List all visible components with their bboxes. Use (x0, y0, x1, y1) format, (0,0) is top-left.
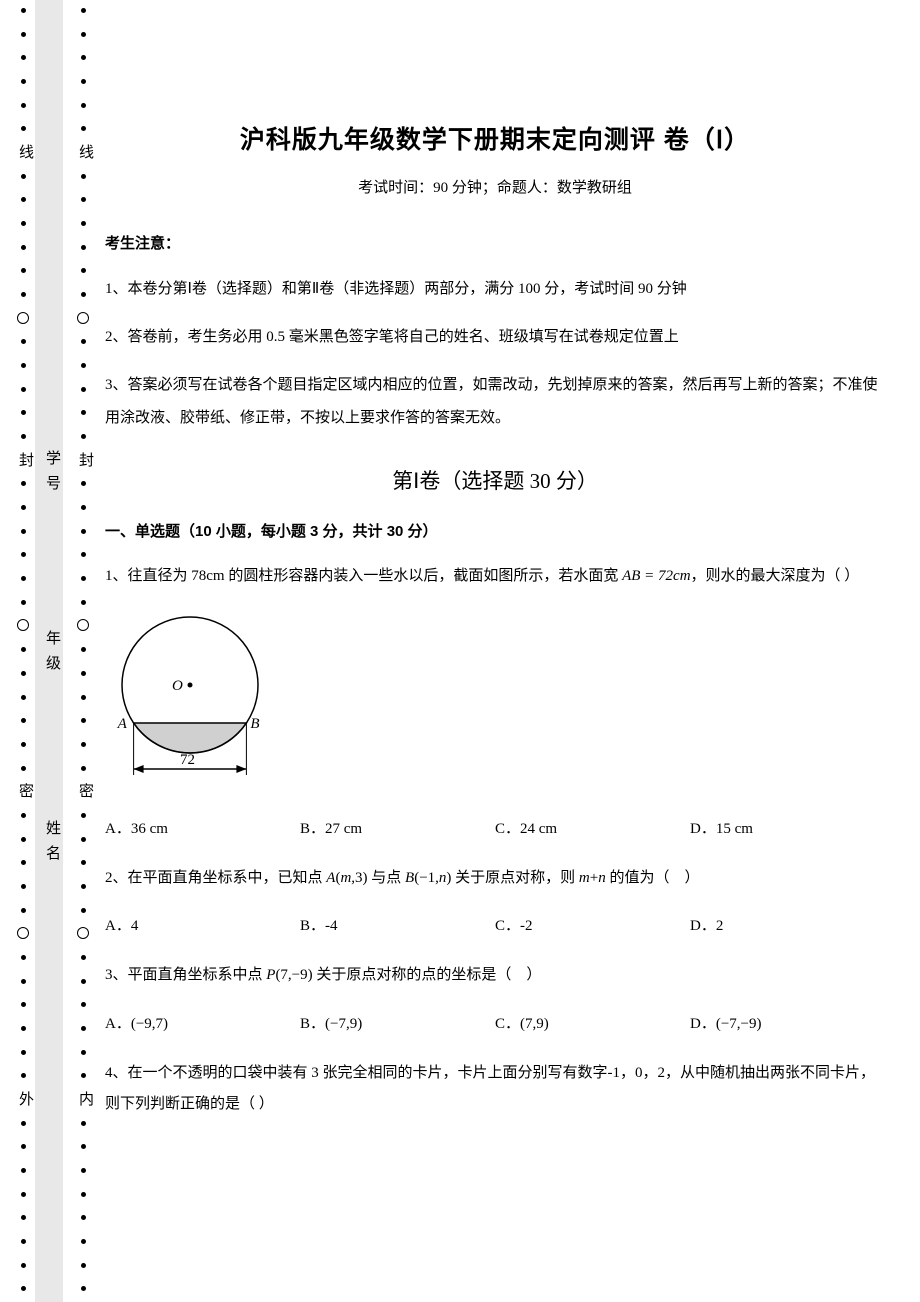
q2-option-b: B．-4 (300, 914, 495, 935)
q2-option-d: D．2 (690, 914, 885, 935)
q1-options: A．36 cm B．27 cm C．24 cm D．15 cm (105, 817, 885, 838)
q2-text: 2、在平面直角坐标系中，已知点 A(m,3) 与点 B(−1,n) 关于原点对称… (105, 870, 700, 886)
section-1-title: 第Ⅰ卷（选择题 30 分） (105, 465, 885, 495)
q2-options: A．4 B．-4 C．-2 D．2 (105, 914, 885, 935)
svg-text:72: 72 (180, 752, 195, 768)
q3-option-c: C．(7,9) (495, 1012, 690, 1033)
question-2: 2、在平面直角坐标系中，已知点 A(m,3) 与点 B(−1,n) 关于原点对称… (105, 863, 885, 895)
q3-option-a: A．(−9,7) (105, 1012, 300, 1033)
question-3: 3、平面直角坐标系中点 P(7,−9) 关于原点对称的点的坐标是（ ） (105, 960, 885, 992)
exam-title: 沪科版九年级数学下册期末定向测评 卷（Ⅰ） (105, 120, 885, 156)
dotted-border-inner (78, 0, 88, 1302)
q1-option-d: D．15 cm (690, 817, 885, 838)
q2-option-a: A．4 (105, 914, 300, 935)
svg-text:A: A (117, 716, 128, 732)
notice-item-3: 3、答案必须写在试卷各个题目指定区域内相应的位置，如需改动，先划掉原来的答案，然… (105, 369, 885, 435)
question-1: 1、往直径为 78cm 的圆柱形容器内装入一些水以后，截面如图所示，若水面宽 A… (105, 561, 885, 593)
svg-text:B: B (250, 716, 259, 732)
content-area: 沪科版九年级数学下册期末定向测评 卷（Ⅰ） 考试时间：90 分钟；命题人：数学教… (105, 120, 885, 1141)
subsection-heading: 一、单选题（10 小题，每小题 3 分，共计 30 分） (105, 520, 885, 541)
binding-strip (35, 0, 63, 1302)
q3-text: 3、平面直角坐标系中点 P(7,−9) 关于原点对称的点的坐标是（ ） (105, 967, 541, 983)
q1-option-c: C．24 cm (495, 817, 690, 838)
q3-option-d: D．(−7,−9) (690, 1012, 885, 1033)
q1-option-a: A．36 cm (105, 817, 300, 838)
dotted-border-outer (18, 0, 28, 1302)
q3-options: A．(−9,7) B．(−7,9) C．(7,9) D．(−7,−9) (105, 1012, 885, 1033)
q1-ab-expr: AB = 72cm (622, 568, 690, 584)
q1-text-post: ，则水的最大深度为（ ） (691, 568, 860, 584)
circle-diagram: O A B 72 (105, 613, 280, 788)
q3-option-b: B．(−7,9) (300, 1012, 495, 1033)
q1-option-b: B．27 cm (300, 817, 495, 838)
q1-text-pre: 1、往直径为 78cm 的圆柱形容器内装入一些水以后，截面如图所示，若水面宽 (105, 568, 622, 584)
question-4: 4、在一个不透明的口袋中装有 3 张完全相同的卡片，卡片上面分别写有数字-1，0… (105, 1058, 885, 1121)
q1-figure: O A B 72 (105, 613, 885, 793)
notice-item-2: 2、答卷前，考生务必用 0.5 毫米黑色签字笔将自己的姓名、班级填写在试卷规定位… (105, 321, 885, 354)
notice-heading: 考生注意： (105, 232, 885, 253)
exam-subtitle: 考试时间：90 分钟；命题人：数学教研组 (105, 176, 885, 197)
svg-text:O: O (172, 678, 183, 694)
q2-option-c: C．-2 (495, 914, 690, 935)
notice-item-1: 1、本卷分第Ⅰ卷（选择题）和第Ⅱ卷（非选择题）两部分，满分 100 分，考试时间… (105, 273, 885, 306)
